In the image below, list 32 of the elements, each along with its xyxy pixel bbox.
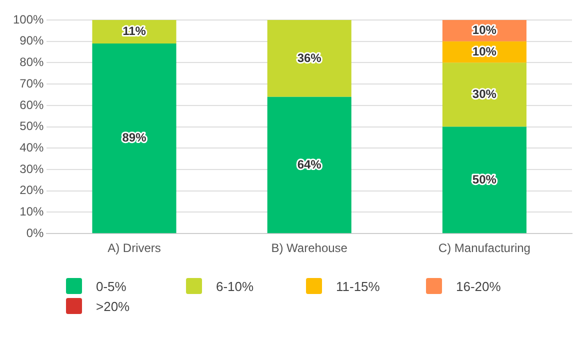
y-tick-label: 50% (20, 119, 44, 134)
data-label: 10% (472, 22, 497, 37)
y-tick-label: 80% (20, 55, 44, 70)
y-tick-label: 100% (12, 12, 44, 26)
bar (442, 126, 526, 234)
y-tick-label: 0% (26, 226, 44, 240)
x-tick-label: C) Manufacturing (438, 241, 530, 256)
bar (267, 20, 352, 97)
data-label: 64% (297, 157, 322, 172)
legend-label: 11-15% (336, 278, 380, 294)
legend-label: >20% (96, 298, 130, 314)
legend-label: 16-20% (456, 278, 501, 294)
data-label: 11% (122, 24, 146, 38)
bar (267, 96, 352, 234)
data-label: 89% (122, 130, 147, 145)
legend-label: 0-5% (96, 278, 126, 294)
y-tick-label: 70% (20, 76, 44, 90)
bar (442, 62, 526, 127)
y-tick-label: 40% (20, 140, 44, 154)
x-tick-label: A) Drivers (108, 241, 161, 256)
x-tick-label: B) Warehouse (271, 241, 348, 256)
data-label: 30% (472, 87, 497, 102)
y-tick-label: 20% (20, 183, 44, 198)
data-label: 50% (472, 172, 497, 186)
data-label: 36% (297, 50, 322, 65)
y-tick-label: 30% (20, 162, 44, 176)
y-tick-label: 90% (20, 34, 44, 48)
bar (92, 43, 176, 234)
y-tick-label: 60% (20, 98, 44, 112)
y-tick-label: 10% (20, 204, 44, 219)
data-label: 10% (472, 44, 497, 58)
legend-label: 6-10% (216, 278, 254, 294)
